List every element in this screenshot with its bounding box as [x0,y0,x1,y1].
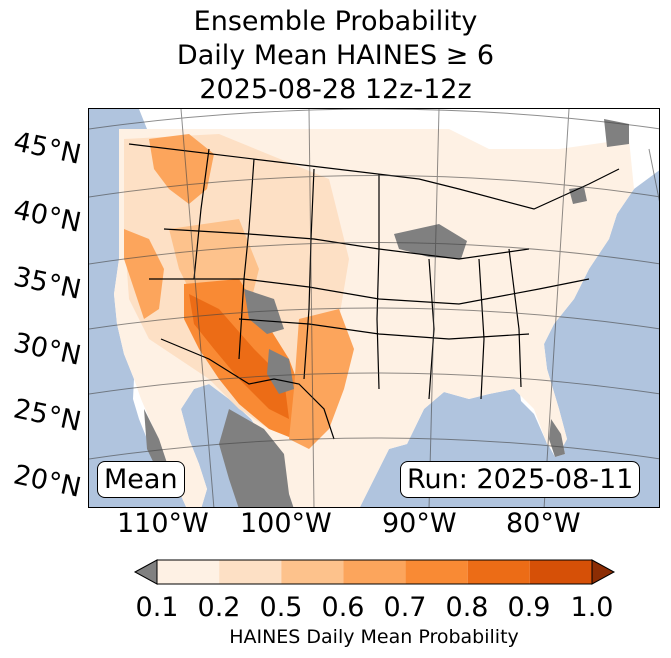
map-canvas [89,109,659,507]
colorbar-outline [156,559,593,585]
meridian-90 [428,109,440,507]
lat-label-40: 40°N [10,194,84,239]
us-canada-border [128,143,620,210]
lat-label-35: 35°N [10,261,84,306]
missing-area-florida [549,419,565,457]
lat-label-45: 45°N [10,126,84,171]
missing-area-baja [144,409,169,474]
state-line-4 [376,174,380,390]
parallel-45 [89,109,659,130]
meridian-80 [543,109,570,507]
prob-region-pnw [149,134,214,204]
colorbar-tick-5: 0.8 [445,592,489,623]
colorbar-segment-3 [343,560,406,584]
colorbar-segment-4 [405,560,468,584]
meridian-110 [180,109,215,507]
colorbar-tick-3: 0.6 [321,592,365,623]
parallel-20 [89,437,659,460]
lat-label-20: 20°N [10,459,84,504]
lat-label-30: 30°N [10,327,84,372]
title-line-3: 2025-08-28 12z-12z [199,74,472,105]
lon-label-80w: 80°W [506,508,581,539]
colorbar-tick-7: 1.0 [570,592,614,623]
state-line-6 [149,278,590,305]
colorbar-segment-1 [219,560,282,584]
colorbar-segment-2 [281,560,344,584]
prob-region-california [124,229,164,319]
meridian-70 [648,148,659,202]
meridian-100 [308,109,315,507]
map-panel: Mean Run: 2025-08-11 [88,108,660,508]
graticule [89,109,659,507]
colorbar-segment-6 [529,560,592,584]
probability-fill [114,129,634,507]
colorbar-tick-4: 0.7 [383,592,427,623]
colorbar-under-arrow [133,559,158,585]
lon-label-110w: 110°W [117,508,209,539]
state-line-10 [508,248,522,388]
missing-area-midwest [394,224,467,259]
title-line-2: Daily Mean HAINES ≥ 6 [176,40,495,71]
parallel-40 [89,175,659,198]
colorbar-segments [157,560,592,584]
colorbar-tick-1: 0.2 [197,592,241,623]
colorbar-over-arrow [591,559,616,585]
mean-label: Mean [97,461,185,498]
title-line-1: Ensemble Probability [193,6,478,37]
colorbar-tick-6: 0.9 [507,592,551,623]
colorbar [133,559,616,585]
parallel-25 [89,372,659,395]
state-line-5 [163,228,530,260]
prob-region-texas [289,309,354,449]
colorbar-tick-0: 0.1 [135,592,179,623]
lat-label-25: 25°N [10,393,84,438]
colorbar-label: HAINES Daily Mean Probability [229,626,519,648]
colorbar-tick-2: 0.5 [259,592,303,623]
missing-area-texas [267,349,294,394]
run-label: Run: 2025-08-11 [400,461,641,498]
parallel-35 [89,242,659,265]
colorbar-segment-0 [157,560,220,584]
state-line-3 [303,168,315,380]
missing-data [144,119,629,507]
lon-label-90w: 90°W [382,508,457,539]
parallel-30 [89,307,659,330]
missing-area-canada [604,119,629,147]
state-line-7 [238,318,530,340]
missing-area-mexico [219,409,294,507]
lon-label-100w: 100°W [240,508,332,539]
state-line-9 [478,258,485,400]
colorbar-segment-5 [467,560,530,584]
us-mexico-border [160,338,335,440]
state-line-1 [193,148,210,280]
